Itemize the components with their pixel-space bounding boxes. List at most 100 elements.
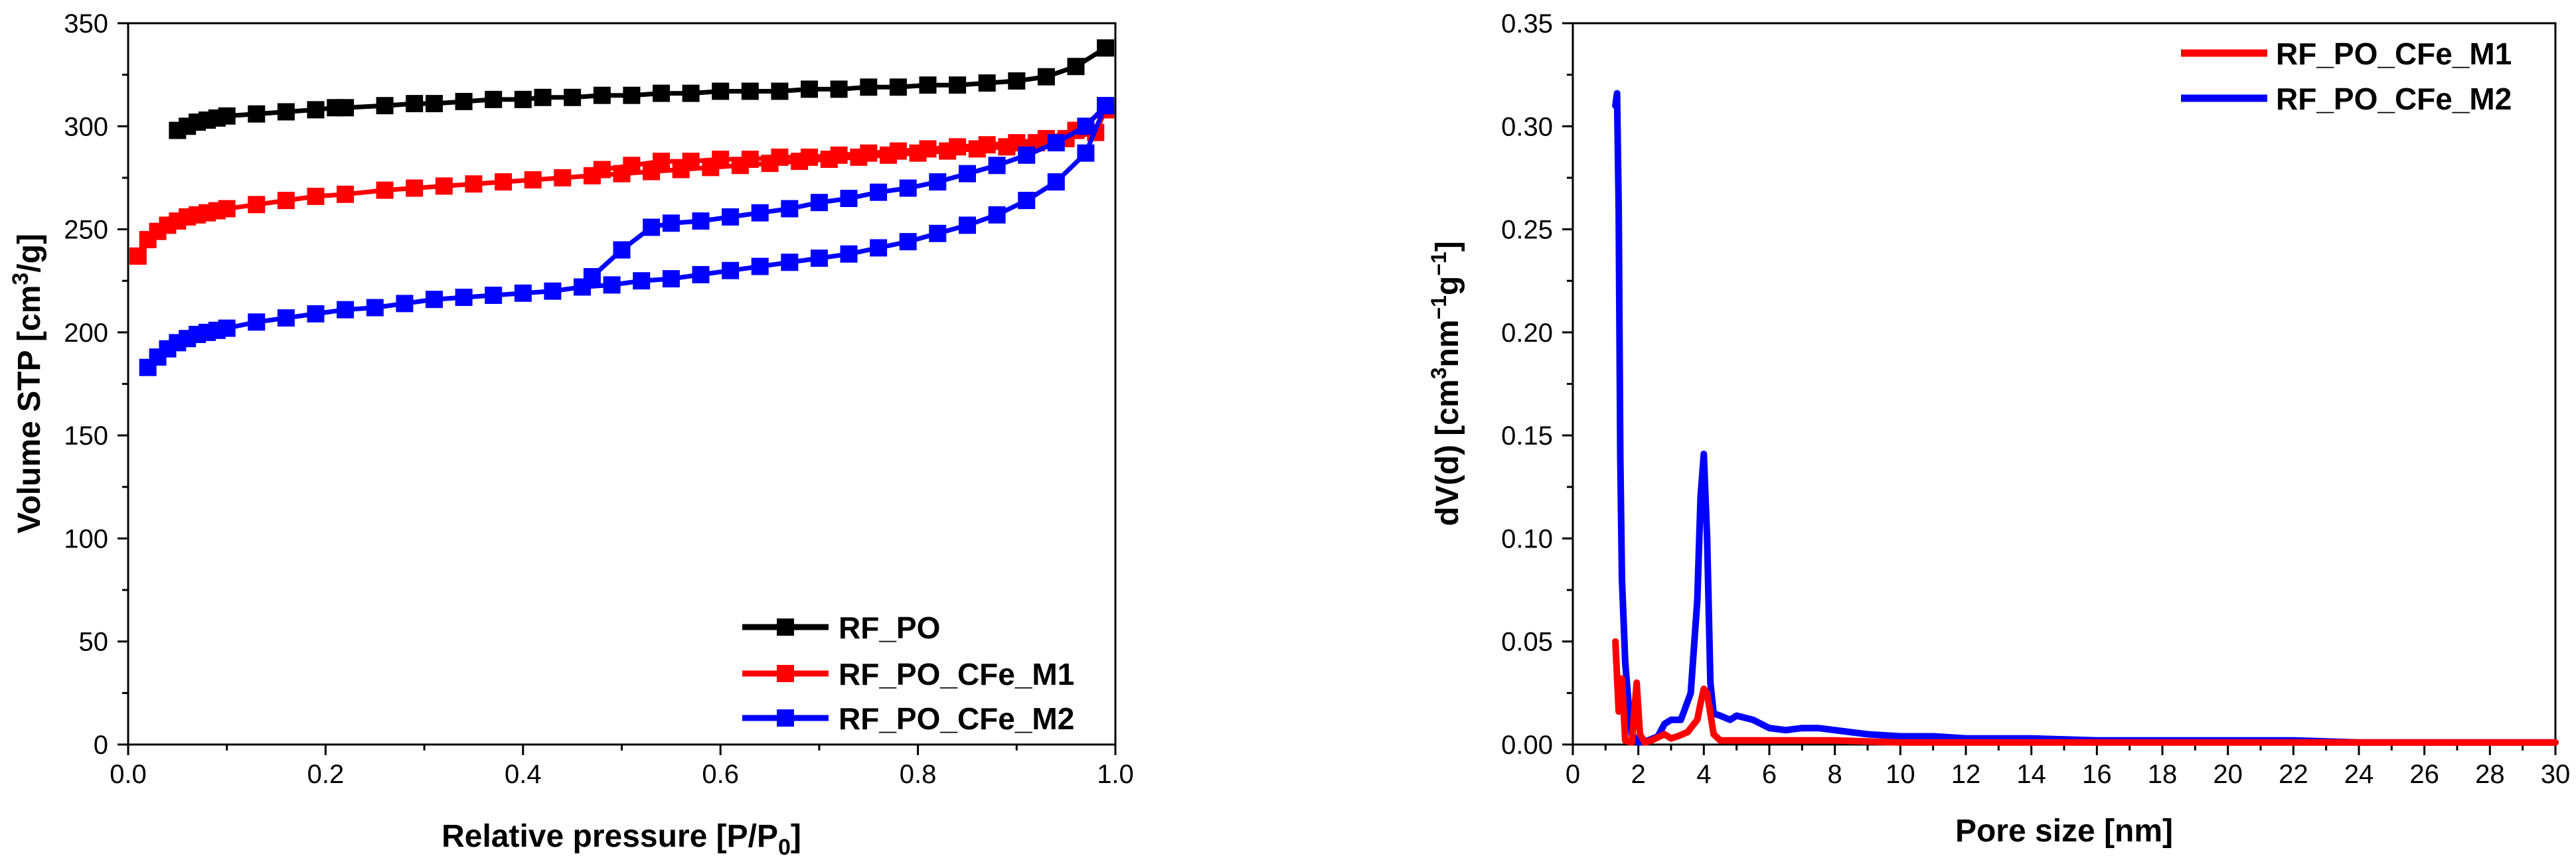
x-axis-ticks: 0 2 4 6 8 10 12 14 16 18 20 22 24 26 28 30 [1566, 745, 2570, 789]
x-tick-label: 6 [1762, 760, 1777, 789]
data-point-rf-po [712, 82, 730, 100]
y-tick-label: 50 [79, 628, 109, 657]
x-tick-label: 18 [2148, 760, 2178, 789]
data-point-rf-po [623, 86, 641, 104]
x-tick-label: 0.4 [505, 760, 542, 789]
adsorption-point-rf-po-cfe-m2 [1018, 192, 1036, 210]
desorption-point-rf-po-cfe-m2 [1047, 134, 1065, 152]
x-tick-label: 0.8 [900, 760, 937, 789]
data-point-rf-po [1008, 72, 1026, 90]
desorption-point-rf-po-cfe-m1 [682, 153, 700, 171]
y-axis-label: dV(d) [cm3nm−1g−1] [1427, 241, 1465, 526]
plot-frame [1571, 22, 2557, 746]
x-tick-label: 0.0 [110, 760, 147, 789]
adsorption-point-rf-po-cfe-m2 [959, 216, 976, 234]
legend-marker-m1 [777, 665, 794, 682]
adsorption-point-rf-po-cfe-m2 [633, 272, 651, 290]
desorption-point-rf-po-cfe-m2 [692, 212, 710, 230]
y-tick-label: 350 [64, 9, 108, 38]
data-point-rf-po [741, 82, 759, 100]
desorption-point-rf-po-cfe-m1 [741, 151, 759, 168]
desorption-point-rf-po-cfe-m2 [583, 268, 601, 285]
desorption-point-rf-po-cfe-m2 [988, 157, 1006, 175]
adsorption-point-rf-po-cfe-m1 [465, 175, 483, 193]
adsorption-point-rf-po-cfe-m1 [406, 179, 424, 197]
adsorption-point-rf-po-cfe-m2 [781, 253, 799, 271]
desorption-point-rf-po-cfe-m1 [593, 161, 611, 179]
legend-label-m2: RF_PO_CFe_M2 [839, 701, 1074, 736]
adsorption-point-rf-po-cfe-m1 [248, 196, 266, 214]
x-tick-label: 0.2 [307, 760, 345, 789]
adsorption-point-rf-po-cfe-m1 [277, 192, 295, 210]
data-point-rf-po [830, 80, 848, 98]
desorption-point-rf-po-cfe-m1 [771, 148, 789, 166]
isotherm-chart: 0.0 0.2 0.4 0.6 0.8 1.0 0 50 100 150 200 250 300 350… [8, 9, 1134, 860]
data-point-rf-po [860, 78, 878, 96]
desorption-point-rf-po-cfe-m2 [781, 200, 799, 218]
x-tick-label: 2 [1631, 760, 1646, 789]
adsorption-point-rf-po-cfe-m2 [396, 295, 414, 313]
data-point-rf-po [978, 74, 996, 92]
data-point-rf-po [1037, 68, 1055, 86]
desorption-point-rf-po-cfe-m2 [899, 179, 917, 197]
adsorption-point-rf-po-cfe-m2 [337, 301, 355, 319]
x-tick-label: 22 [2279, 760, 2308, 789]
x-tick-label: 0 [1566, 760, 1580, 789]
desorption-point-rf-po-cfe-m1 [978, 136, 996, 154]
adsorption-point-rf-po-cfe-m2 [662, 270, 680, 288]
data-point-rf-po [919, 76, 937, 94]
data-point-rf-po [889, 78, 907, 96]
adsorption-point-rf-po-cfe-m1 [218, 200, 236, 218]
y-axis-label: Volume STP [cm3/g] [8, 234, 47, 534]
data-point-rf-po [682, 84, 700, 102]
desorption-point-rf-po-cfe-m1 [712, 151, 730, 168]
adsorption-point-rf-po-cfe-m2 [692, 265, 710, 283]
data-point-rf-po [277, 103, 295, 121]
x-tick-label: 12 [1951, 760, 1981, 789]
data-point-rf-po [485, 90, 503, 108]
adsorption-point-rf-po-cfe-m2 [248, 313, 266, 331]
adsorption-point-rf-po-cfe-m2 [870, 239, 888, 257]
desorption-point-rf-po-cfe-m1 [889, 142, 907, 160]
x-tick-label: 28 [2475, 760, 2505, 789]
legend-label-m1: RF_PO_CFe_M1 [2276, 36, 2512, 71]
y-tick-label: 0.30 [1501, 112, 1553, 141]
adsorption-point-rf-po-cfe-m1 [435, 177, 453, 195]
data-point-rf-po [1067, 58, 1085, 76]
adsorption-point-rf-po-cfe-m2 [1077, 144, 1095, 162]
legend-marker-rf-po [777, 618, 794, 636]
x-tick-label: 8 [1828, 760, 1842, 789]
x-axis-label: Pore size [nm] [1955, 814, 2173, 849]
plot-frame [127, 22, 1117, 746]
desorption-point-rf-po-cfe-m1 [653, 153, 670, 171]
desorption-point-rf-po-cfe-m2 [929, 173, 947, 191]
adsorption-point-rf-po-cfe-m2 [426, 291, 443, 309]
x-tick-label: 14 [2016, 760, 2046, 789]
adsorption-point-rf-po-cfe-m2 [751, 257, 769, 275]
data-point-rf-po [593, 86, 611, 104]
adsorption-point-rf-po-cfe-m1 [129, 247, 147, 265]
data-point-rf-po [771, 82, 789, 100]
x-tick-label: 1.0 [1097, 760, 1134, 789]
adsorption-point-rf-po-cfe-m1 [524, 171, 542, 188]
data-point-rf-po [564, 88, 582, 106]
adsorption-point-rf-po-cfe-m2 [899, 233, 917, 251]
adsorption-point-rf-po-cfe-m2 [218, 319, 236, 337]
desorption-point-rf-po-cfe-m2 [643, 218, 661, 236]
y-tick-label: 200 [64, 319, 108, 348]
data-point-rf-po [801, 80, 818, 98]
series-layer [1612, 90, 2559, 746]
desorption-point-rf-po-cfe-m1 [919, 140, 937, 158]
desorption-point-rf-po-cfe-m2 [613, 241, 631, 259]
y-tick-label: 100 [64, 524, 108, 553]
y-tick-label: 0.35 [1501, 9, 1553, 38]
x-tick-label: 16 [2082, 760, 2112, 789]
data-point-rf-po [248, 105, 266, 123]
series-layer [129, 39, 1115, 376]
adsorption-line-rf-po-cfe-m1 [135, 107, 1108, 259]
desorption-point-rf-po-cfe-m2 [662, 214, 680, 232]
x-tick-label: 24 [2344, 760, 2374, 789]
adsorption-point-rf-po-cfe-m2 [603, 276, 621, 294]
desorption-point-rf-po-cfe-m2 [870, 183, 888, 201]
